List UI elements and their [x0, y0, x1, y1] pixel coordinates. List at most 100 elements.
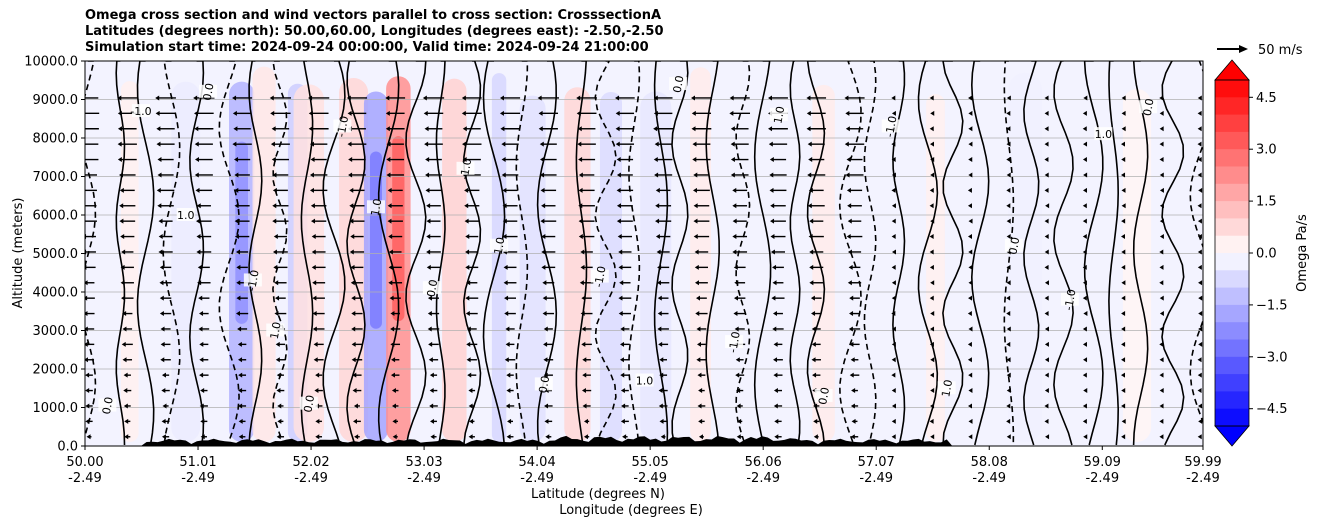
wind-vector-head — [85, 341, 88, 347]
contour-label-bg — [1139, 100, 1158, 114]
wind-vector-head — [847, 218, 852, 224]
wind-vector-head — [807, 172, 812, 178]
y-tick-label: 8000.0 — [33, 132, 79, 147]
wind-vector-head — [155, 110, 160, 116]
wind-vector-head — [158, 249, 163, 255]
wind-vector-head — [929, 234, 934, 240]
wind-vector-head — [692, 141, 697, 147]
wind-vector-head — [199, 403, 204, 409]
colorbar-label: Omega Pa/s — [1295, 214, 1310, 292]
colorbar-band — [1215, 149, 1249, 167]
x-axis-label-latitude: Latitude (degrees N) — [531, 487, 665, 502]
wind-vector-head — [1006, 203, 1011, 209]
wind-vector-head — [425, 187, 430, 193]
wind-vector-head — [1197, 157, 1202, 163]
wind-vector-head — [388, 249, 393, 255]
wind-vector-head — [199, 357, 204, 363]
wind-vector-head — [930, 388, 935, 394]
wind-vector-head — [275, 341, 280, 347]
wind-vector-head — [349, 249, 354, 255]
wind-vector-head — [276, 388, 281, 394]
wind-vector-head — [845, 172, 850, 178]
wind-vector-head — [429, 372, 434, 378]
wind-vector-head — [234, 218, 239, 224]
contour-label-bg — [131, 104, 150, 118]
wind-vector-head — [809, 218, 814, 224]
wind-vector-head — [1044, 403, 1049, 409]
wind-vector-head — [729, 110, 734, 116]
wind-vector-head — [1082, 218, 1087, 224]
wind-vector-head — [851, 418, 856, 424]
wind-vector-head — [582, 403, 587, 409]
wind-vector-head — [1121, 141, 1126, 147]
wind-vector-head — [772, 326, 777, 332]
wind-vector-head — [653, 157, 658, 163]
wind-vector-head — [1121, 157, 1126, 163]
contour-line — [1053, 61, 1074, 446]
wind-vector-head — [733, 264, 738, 270]
wind-vector-head — [1082, 203, 1087, 209]
wind-vector-head — [694, 280, 699, 286]
wind-vector-head — [353, 403, 358, 409]
wind-vector-head — [157, 203, 162, 209]
wind-vector-head — [1006, 234, 1011, 240]
wind-vector-head — [538, 126, 543, 132]
wind-vector-head — [1121, 311, 1126, 317]
wind-vector-head — [425, 172, 430, 178]
wind-vector-head — [351, 341, 356, 347]
wind-vector-head — [697, 372, 702, 378]
wind-vector-head — [1121, 110, 1126, 116]
wind-vector-head — [659, 418, 664, 424]
wind-vector-head — [350, 264, 355, 270]
wind-vector-head — [773, 357, 778, 363]
wind-vector-head — [616, 203, 621, 209]
wind-vector-head — [1044, 326, 1049, 332]
wind-vector-head — [1197, 218, 1202, 224]
wind-vector-head — [160, 341, 165, 347]
contour-label: -1.0 — [726, 330, 743, 353]
wind-vector-head — [121, 341, 126, 347]
wind-vector-head — [849, 372, 854, 378]
wind-vector-head — [1121, 388, 1126, 394]
wind-vector-head — [813, 403, 818, 409]
wind-vector-head — [1121, 434, 1126, 440]
wind-vector-head — [117, 110, 122, 116]
contour-label-bg — [366, 200, 385, 214]
contour-label: -1.0 — [592, 265, 609, 288]
omega-cell — [926, 94, 945, 443]
wind-vector-head — [273, 234, 278, 240]
wind-vector-head — [1159, 280, 1164, 286]
chart-title-line-2: Latitudes (degrees north): 50.00,60.00, … — [85, 24, 664, 39]
x-tick-label-lon: -2.49 — [181, 471, 215, 486]
wind-vector-head — [657, 264, 662, 270]
omega-cell — [599, 91, 622, 442]
wind-vector-head — [967, 341, 972, 347]
wind-vector-head — [543, 357, 548, 363]
wind-vector-head — [1198, 295, 1203, 301]
wind-vector-head — [120, 234, 125, 240]
wind-vector-head — [1197, 264, 1202, 270]
wind-vector-head — [1006, 403, 1011, 409]
wind-vector-head — [1121, 126, 1126, 132]
contour-label-bg — [422, 281, 441, 295]
x-tick-label-lon: -2.49 — [294, 471, 328, 486]
wind-vector-head — [846, 234, 851, 240]
contour-negative — [515, 61, 529, 446]
wind-vector-head — [462, 126, 467, 132]
wind-vector-head — [1044, 341, 1049, 347]
wind-vector-head — [465, 234, 470, 240]
wind-vector-head — [1006, 157, 1011, 163]
wind-vector-head — [1082, 264, 1087, 270]
contour-line — [1083, 61, 1104, 446]
wind-vector-head — [1159, 326, 1164, 332]
wind-vector-head — [929, 418, 934, 424]
wind-vector-head — [1006, 341, 1011, 347]
contour-label-bg — [534, 377, 553, 391]
contour-label: 1.0 — [1095, 128, 1113, 141]
contour-label-bg — [881, 119, 900, 133]
contour-negative — [162, 61, 181, 446]
wind-vector-head — [583, 418, 588, 424]
omega-cell — [171, 81, 201, 443]
x-tick-label-lon: -2.49 — [746, 471, 780, 486]
wind-vector-head — [1044, 157, 1049, 163]
